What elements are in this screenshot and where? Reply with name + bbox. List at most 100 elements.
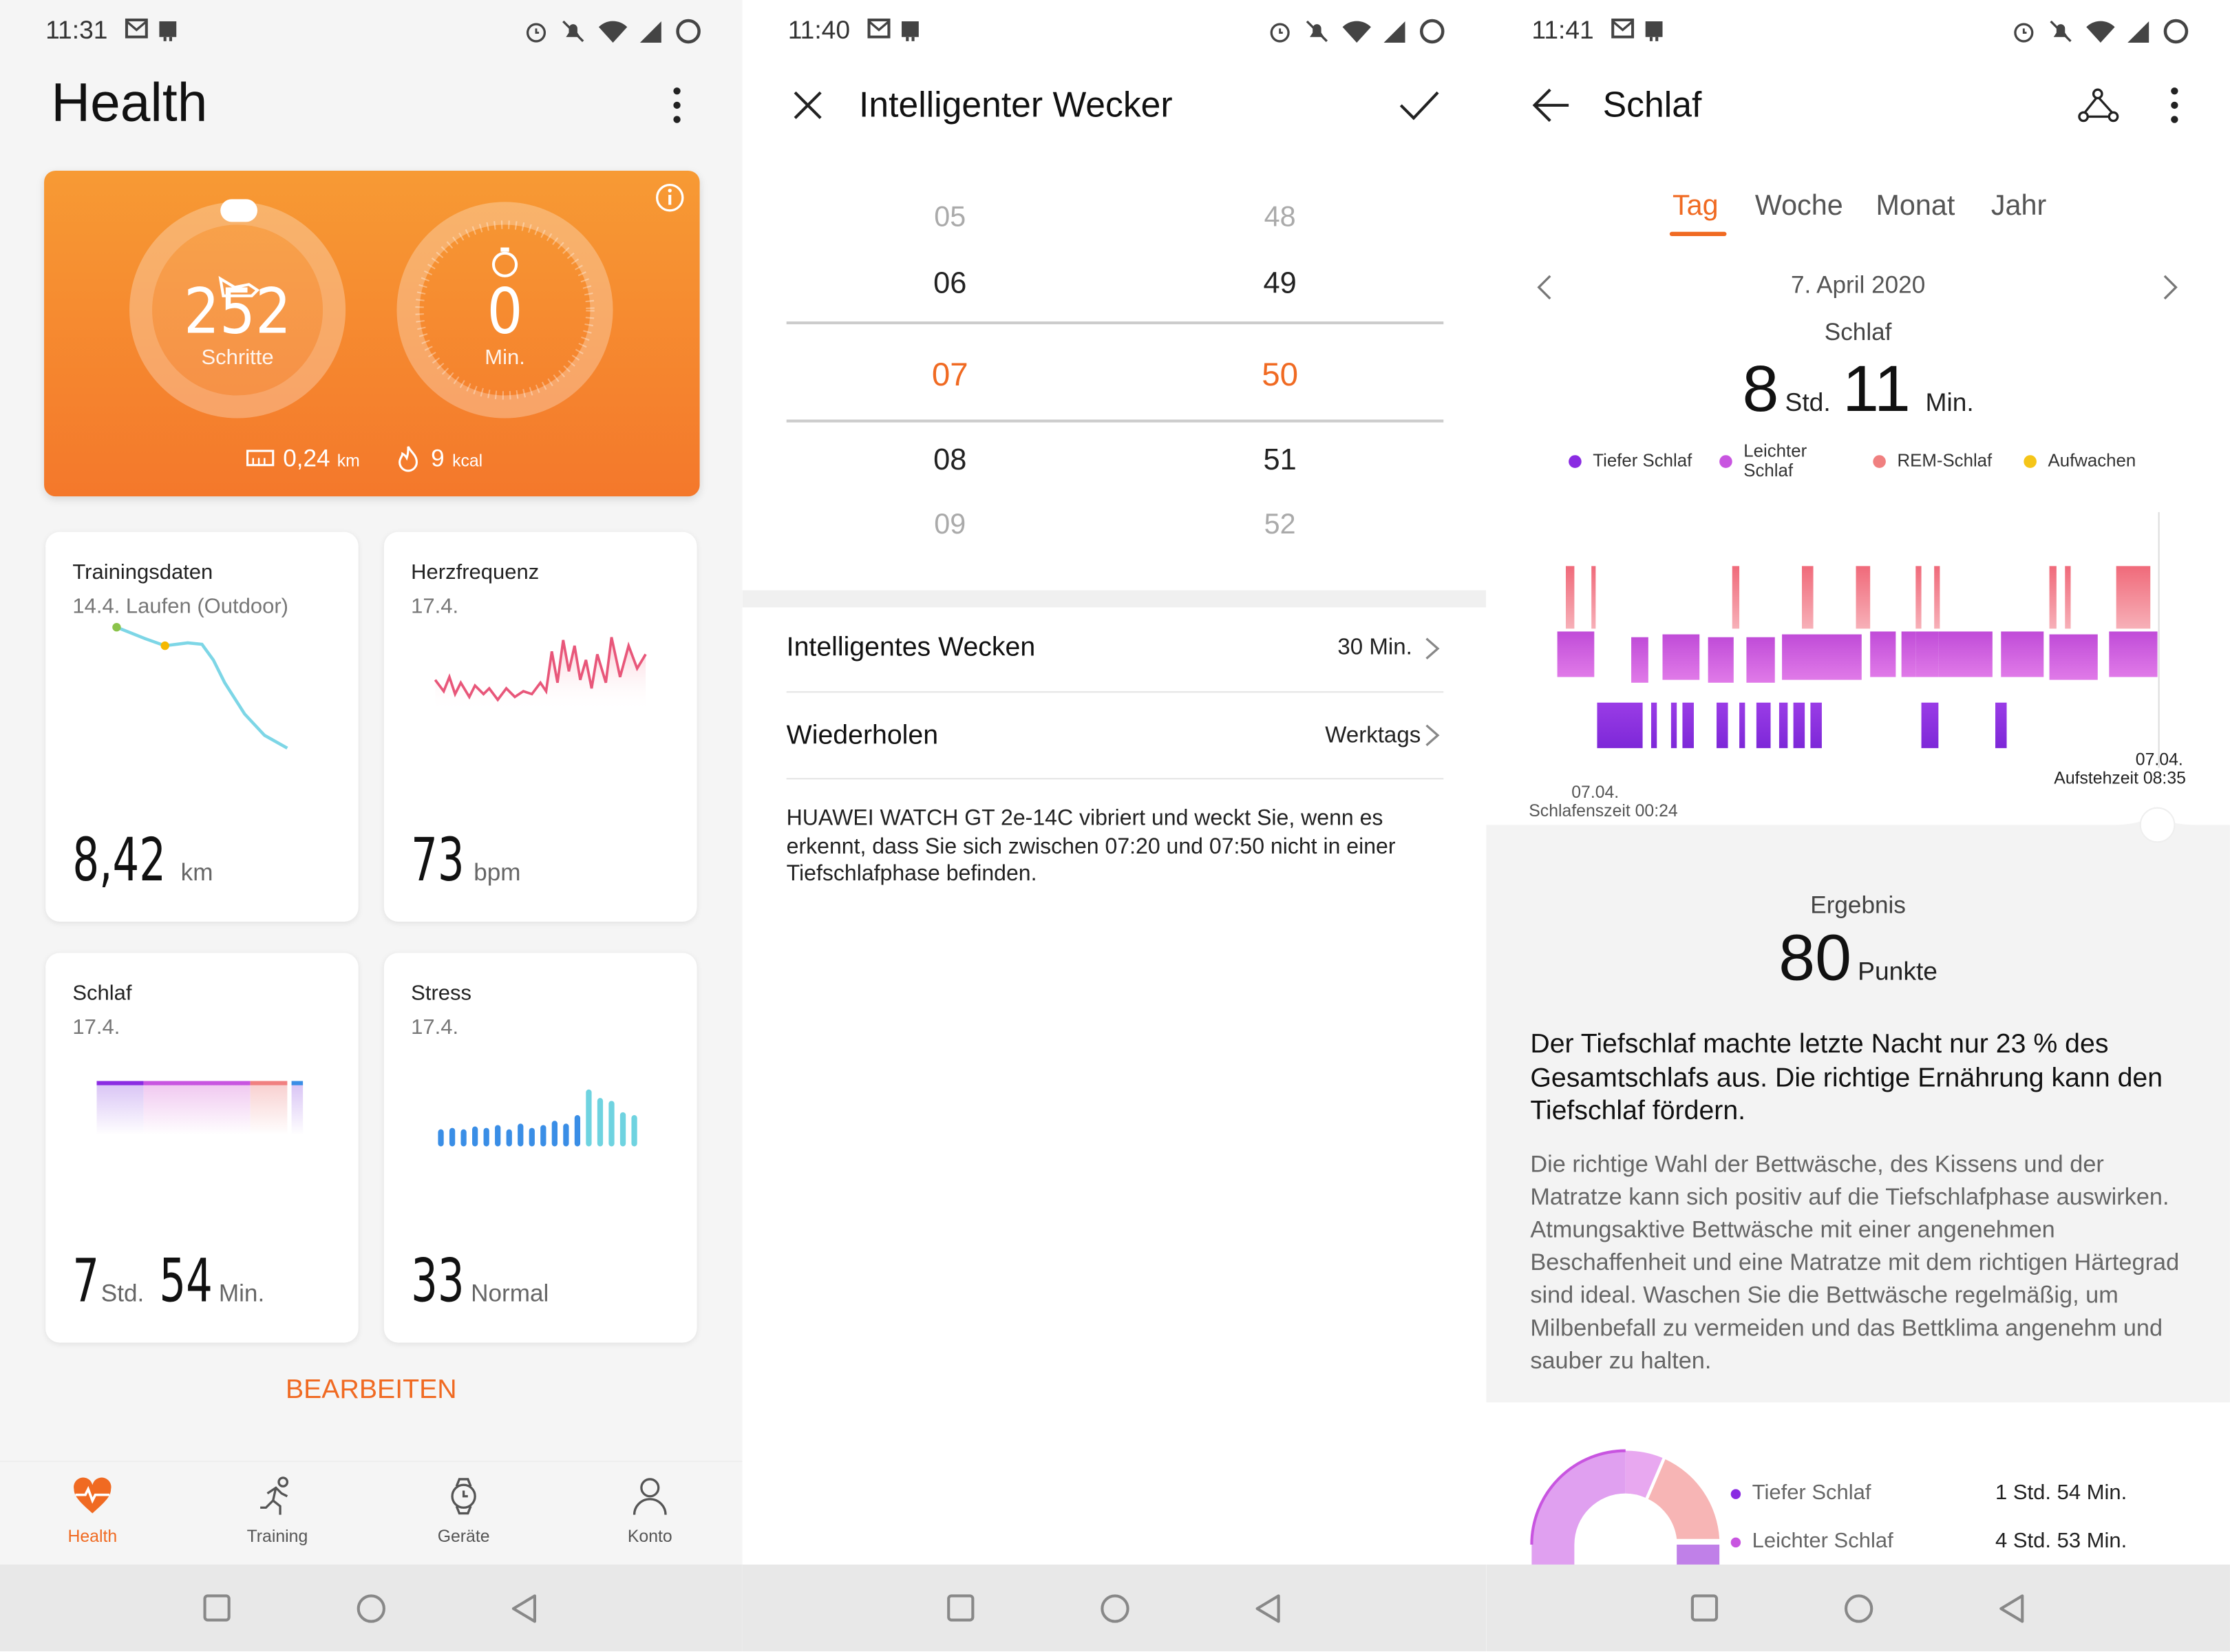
legend-deep-sleep: Tiefer Schlaf bbox=[1569, 451, 1692, 471]
row-label: Wiederholen bbox=[786, 721, 939, 752]
recents-icon[interactable] bbox=[945, 1592, 976, 1623]
status-time: 11:40 bbox=[787, 15, 851, 45]
hour-option[interactable]: 08 bbox=[933, 443, 967, 477]
sleep-minutes-value: 54 bbox=[158, 1246, 213, 1316]
score-unit: Punkte bbox=[1858, 957, 1937, 986]
alarm-icon bbox=[1270, 23, 1290, 43]
card-subtitle: 17.4. bbox=[72, 1015, 120, 1040]
smart-wake-row[interactable]: Intelligentes Wecken 30 Min. bbox=[786, 608, 1444, 693]
legend-dot bbox=[1719, 454, 1732, 467]
smart-alarm-screen: 11:40 Intelligenter Wecker 05 06 07 08 0… bbox=[742, 0, 1487, 1651]
chevron-right-icon[interactable] bbox=[2160, 273, 2180, 301]
tab-week[interactable]: Woche bbox=[1754, 190, 1843, 222]
card-value: 8,42 bbox=[72, 825, 166, 895]
back-icon[interactable] bbox=[1252, 1592, 1283, 1623]
status-time: 11:31 bbox=[45, 15, 108, 45]
card-value: 33 bbox=[411, 1246, 465, 1316]
breakdown-deep-sleep-value: 1 Std. 54 Min. bbox=[1995, 1481, 2127, 1505]
scroll-handle[interactable] bbox=[2112, 805, 2198, 848]
nav-health[interactable]: Health bbox=[43, 1476, 142, 1546]
tab-month[interactable]: Monat bbox=[1876, 190, 1955, 222]
info-icon[interactable] bbox=[654, 182, 685, 213]
card-unit: Normal bbox=[471, 1280, 549, 1307]
result-headline: Der Tiefschlaf machte letzte Nacht nur 2… bbox=[1530, 1030, 2163, 1127]
cellular-icon bbox=[1383, 21, 1405, 43]
heart-pulse-icon bbox=[74, 1477, 111, 1514]
home-icon[interactable] bbox=[1843, 1592, 1873, 1623]
hour-selected[interactable]: 07 bbox=[931, 355, 968, 393]
active-minutes-value: 0 bbox=[487, 275, 523, 349]
more-menu-icon[interactable] bbox=[2160, 85, 2189, 128]
confirm-check-icon[interactable] bbox=[1398, 88, 1441, 123]
sleep-hours: 8 bbox=[1742, 351, 1779, 425]
recents-icon[interactable] bbox=[1689, 1592, 1720, 1623]
edit-button[interactable]: BEARBEITEN bbox=[285, 1375, 457, 1406]
card-title: Stress bbox=[411, 981, 472, 1006]
heart-rate-card[interactable]: Herzfrequenz 17.4. 73 bpm bbox=[383, 531, 697, 922]
training-card[interactable]: Trainingsdaten 14.4. Laufen (Outdoor) 8,… bbox=[45, 531, 359, 922]
home-icon[interactable] bbox=[1098, 1592, 1129, 1623]
recents-icon[interactable] bbox=[202, 1592, 233, 1623]
stress-bar-graph bbox=[438, 1089, 637, 1147]
minute-option[interactable]: 51 bbox=[1263, 443, 1297, 477]
chevron-left-icon[interactable] bbox=[1535, 273, 1555, 301]
activity-summary-card[interactable]: 252 Schritte 0 Min. 0,24 km 9 kcal bbox=[44, 170, 700, 497]
legend-label: Tiefer Schlaf bbox=[1593, 451, 1692, 471]
share-graph-icon[interactable] bbox=[2075, 85, 2121, 125]
nav-training[interactable]: Training bbox=[228, 1476, 328, 1546]
card-unit: bpm bbox=[474, 859, 521, 887]
back-icon[interactable] bbox=[1996, 1592, 2027, 1623]
tab-year[interactable]: Jahr bbox=[1990, 190, 2047, 222]
tab-day[interactable]: Tag bbox=[1672, 190, 1719, 222]
mail-icon bbox=[867, 18, 891, 39]
status-system-icons bbox=[523, 17, 702, 45]
page-title: Schlaf bbox=[1602, 85, 1702, 125]
result-label: Ergebnis bbox=[1810, 891, 1906, 919]
minute-selected[interactable]: 50 bbox=[1262, 355, 1299, 393]
picker-divider-top bbox=[786, 321, 1444, 325]
hour-option[interactable]: 09 bbox=[934, 509, 966, 541]
minute-wheel[interactable]: 48 49 50 51 52 bbox=[1223, 202, 1337, 542]
status-system-icons bbox=[2011, 17, 2190, 45]
mute-bell-icon bbox=[2050, 20, 2072, 43]
mail-icon bbox=[1611, 18, 1635, 39]
legend-dot bbox=[1873, 455, 1886, 469]
sleep-stages-chart bbox=[1557, 511, 2160, 768]
back-icon[interactable] bbox=[509, 1592, 540, 1623]
device-icon bbox=[902, 21, 919, 41]
running-icon bbox=[260, 1476, 289, 1515]
more-menu-icon[interactable] bbox=[663, 85, 691, 128]
minute-option[interactable]: 49 bbox=[1263, 267, 1297, 300]
legend-label: Aufwachen bbox=[2048, 451, 2136, 471]
sleep-hours-unit: Std. bbox=[1785, 388, 1831, 417]
hour-wheel[interactable]: 05 06 07 08 09 bbox=[893, 202, 1007, 542]
breakdown-label: Tiefer Schlaf bbox=[1752, 1481, 1871, 1505]
active-minutes-label: Min. bbox=[485, 346, 525, 370]
back-arrow-icon[interactable] bbox=[1531, 87, 1571, 124]
row-value: 30 Min. bbox=[1337, 635, 1412, 660]
tab-active-indicator bbox=[1669, 231, 1727, 237]
wifi-icon bbox=[1342, 21, 1371, 43]
sleep-card[interactable]: Schlaf 17.4. 7 Std. 54 Min. bbox=[45, 953, 359, 1343]
home-icon[interactable] bbox=[356, 1592, 387, 1623]
nav-devices[interactable]: Geräte bbox=[414, 1476, 513, 1546]
status-notification-icons bbox=[867, 18, 924, 41]
sleep-donut-chart bbox=[1530, 1449, 1720, 1574]
wifi-icon bbox=[598, 21, 628, 43]
chevron-right-icon bbox=[1425, 724, 1440, 746]
legend-dot bbox=[2024, 455, 2037, 469]
stress-card[interactable]: Stress 17.4. 33 Normal bbox=[383, 953, 697, 1343]
minute-option[interactable]: 52 bbox=[1264, 509, 1296, 541]
close-icon[interactable] bbox=[791, 88, 825, 123]
legend-dot bbox=[1730, 1536, 1741, 1547]
legend-label: REM-Schlaf bbox=[1897, 451, 1993, 471]
row-label: Intelligentes Wecken bbox=[786, 633, 1036, 663]
chevron-right-icon bbox=[1425, 637, 1440, 659]
nav-account[interactable]: Konto bbox=[600, 1476, 700, 1546]
minute-option[interactable]: 48 bbox=[1264, 202, 1296, 233]
repeat-row[interactable]: Wiederholen Werktags bbox=[786, 694, 1444, 780]
wake-date: 07.04. bbox=[2135, 749, 2183, 770]
hour-option[interactable]: 06 bbox=[933, 267, 967, 300]
flame-icon bbox=[399, 446, 418, 472]
hour-option[interactable]: 05 bbox=[934, 202, 966, 233]
